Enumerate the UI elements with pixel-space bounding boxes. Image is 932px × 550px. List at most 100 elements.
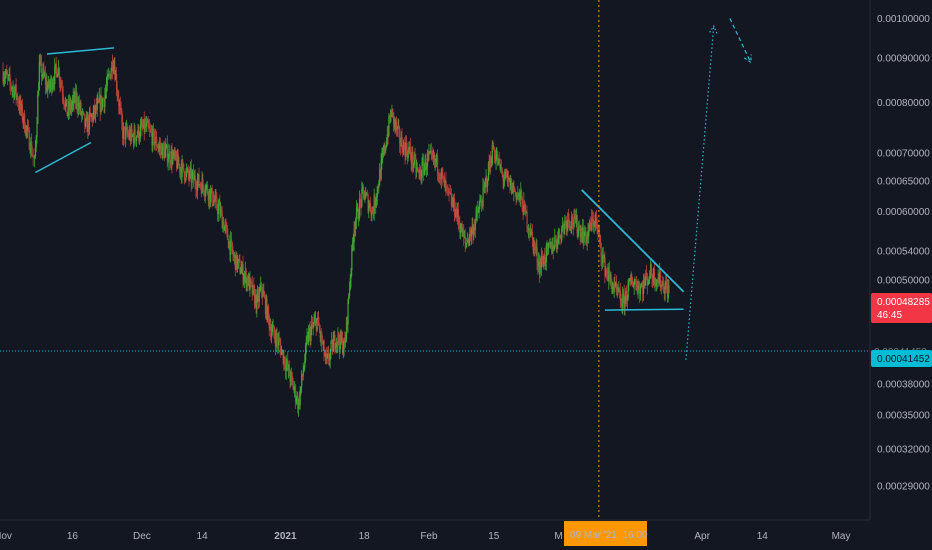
candle-body	[578, 226, 580, 232]
candle-body	[436, 155, 438, 163]
candle-body	[320, 332, 322, 338]
candle-body	[105, 85, 108, 92]
candle-body	[269, 326, 271, 329]
candle-body	[365, 193, 368, 195]
candle-body	[271, 327, 274, 333]
projection-down-line[interactable]	[729, 18, 752, 63]
candle-body	[35, 136, 37, 147]
time-axis[interactable]	[0, 520, 870, 550]
candle-body	[294, 386, 296, 390]
candle-body	[10, 87, 13, 90]
x-tick-label: 14	[197, 531, 209, 542]
candle-body	[283, 356, 285, 364]
candle-body	[656, 280, 658, 286]
candle-body	[391, 109, 393, 117]
candle-body	[413, 155, 415, 165]
support-line[interactable]	[604, 308, 684, 311]
candle-body	[54, 66, 56, 85]
candle-body	[384, 144, 386, 151]
candle-body	[449, 192, 451, 194]
candle-body	[142, 127, 144, 129]
candle-body	[461, 223, 463, 237]
candle-body	[38, 63, 40, 91]
candle-body	[209, 189, 211, 202]
candle-body	[46, 80, 48, 91]
candle-body	[166, 144, 169, 163]
candle-body	[648, 279, 650, 281]
candle-body	[129, 132, 131, 138]
candle-body	[71, 100, 74, 106]
candle-body	[167, 158, 169, 163]
candle-body	[41, 75, 44, 78]
candle-body	[254, 289, 256, 306]
candle-body	[316, 318, 318, 331]
candle-body	[457, 209, 459, 218]
hline-label-box	[871, 350, 932, 367]
candle-body	[27, 127, 29, 130]
candle-body	[558, 228, 561, 238]
candle-body	[41, 61, 43, 78]
candle-body	[119, 104, 121, 108]
candle-body	[664, 286, 666, 294]
y-tick-label: 0.00029000	[877, 481, 930, 492]
price-axis[interactable]	[870, 0, 932, 520]
candle-body	[423, 161, 425, 175]
candle-body	[653, 268, 655, 285]
candle-body	[117, 93, 119, 99]
candle-body	[612, 287, 615, 290]
candle-body	[440, 178, 442, 180]
wedge-bottom-line[interactable]	[35, 141, 92, 174]
candle-body	[176, 153, 179, 169]
candle-body	[221, 211, 223, 229]
candle-body	[256, 295, 258, 310]
y-tick-label: 0.00038000	[877, 379, 930, 390]
candle-body	[169, 151, 171, 163]
candle-body	[227, 239, 230, 248]
candle-body	[462, 230, 464, 237]
candle-body	[506, 172, 508, 178]
candle-body	[72, 95, 74, 101]
candle-body	[434, 159, 436, 163]
candle-body	[366, 193, 368, 195]
candle-body	[303, 367, 305, 372]
candle-body	[500, 167, 503, 171]
candle-body	[146, 122, 148, 127]
candle-body	[615, 282, 617, 287]
candle-body	[18, 104, 20, 110]
candle-body	[403, 141, 405, 147]
candle-body	[376, 186, 378, 198]
candle-body	[496, 154, 498, 157]
candle-body	[389, 116, 391, 122]
candle-body	[266, 299, 268, 321]
candle-body	[81, 111, 84, 114]
candle-body	[54, 63, 57, 67]
candle-body	[654, 280, 656, 285]
candle-body	[368, 205, 370, 212]
candle-body	[666, 286, 669, 299]
candle-body	[326, 355, 328, 360]
candle-body	[423, 166, 426, 175]
candle-body	[296, 395, 298, 402]
candle-body	[453, 198, 455, 207]
candle-body	[419, 171, 422, 178]
candle-body	[617, 289, 619, 293]
candle-body	[392, 112, 395, 125]
candle-body	[599, 235, 601, 244]
candle-body	[347, 299, 349, 325]
candle-body	[87, 117, 89, 132]
candle-body	[63, 99, 65, 105]
candle-body	[530, 228, 532, 236]
candle-body	[459, 224, 461, 233]
candle-body	[264, 294, 266, 298]
candle-body	[257, 293, 260, 302]
candle-body	[498, 158, 500, 160]
wedge-top-line[interactable]	[46, 47, 115, 55]
candle-body	[604, 257, 606, 276]
candle-body	[251, 282, 253, 295]
candle-body	[259, 289, 261, 292]
candle-body	[402, 141, 405, 155]
candle-body	[596, 221, 598, 230]
y-tick-label: 0.00035000	[877, 410, 930, 421]
candle-body	[48, 80, 50, 88]
